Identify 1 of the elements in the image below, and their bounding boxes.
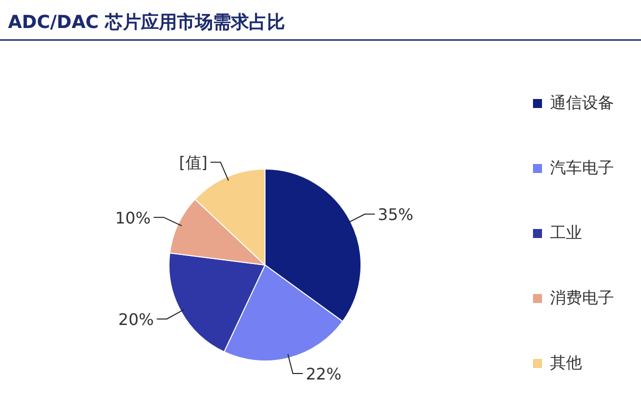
title: ADC/DAC 芯片应用市场需求占比 bbox=[8, 12, 286, 33]
